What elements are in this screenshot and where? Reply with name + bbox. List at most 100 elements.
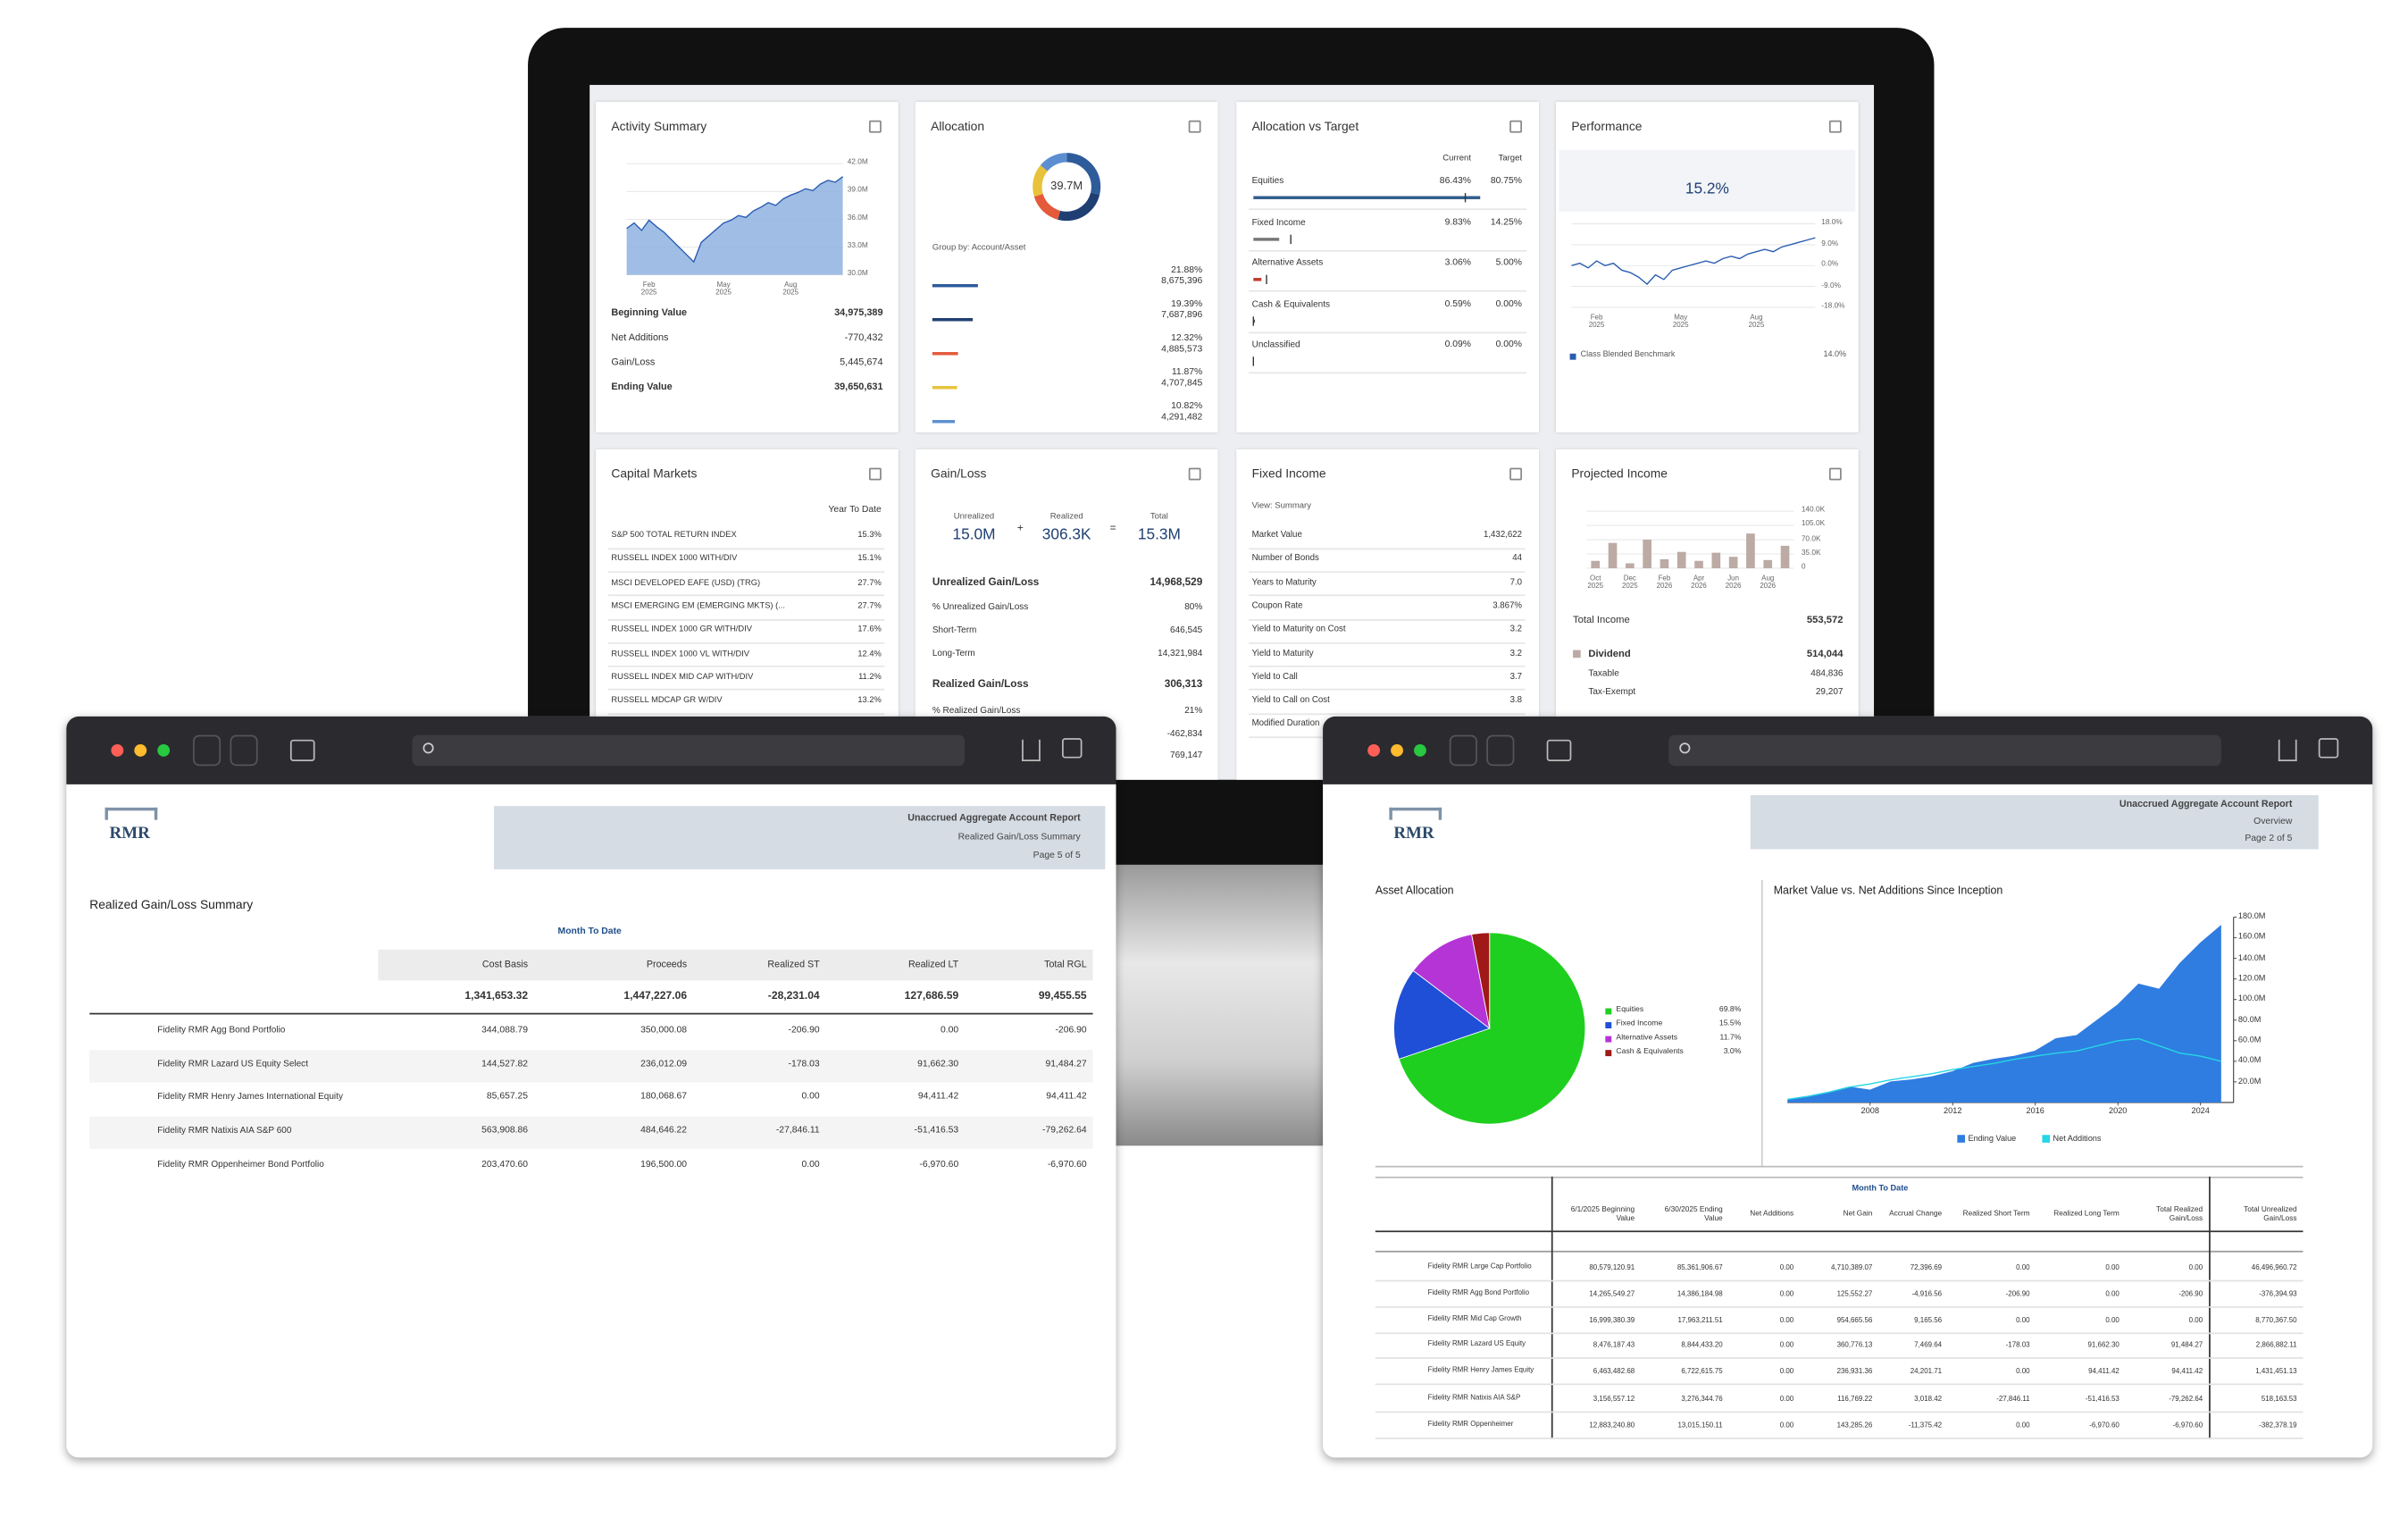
summary-label: Total — [1150, 512, 1168, 522]
row-label: Years to Maturity — [1251, 578, 1317, 588]
legend-value: 3.0% — [1723, 1046, 1742, 1057]
total: -28,231.04 — [767, 991, 820, 1002]
summary-label: Realized — [1049, 512, 1083, 522]
cell: 143,285.26 — [1836, 1421, 1873, 1430]
amount: 4,291,482 — [1161, 413, 1203, 423]
row-label: Short-Term — [932, 626, 977, 636]
percent: 10.82% — [1171, 402, 1203, 412]
window-control — [1414, 743, 1426, 757]
row-value: 44 — [1512, 554, 1523, 564]
row-divider — [1249, 571, 1526, 573]
monitor-stand — [1065, 864, 1375, 1146]
row-label: Fixed Income — [1251, 218, 1306, 229]
cell: -79,262.64 — [2169, 1395, 2203, 1403]
forward-button — [1486, 734, 1515, 767]
row-value: 3.2 — [1509, 625, 1523, 635]
v-rule — [1551, 1176, 1553, 1439]
search-bar — [412, 734, 966, 767]
card-title: Activity Summary — [611, 119, 707, 134]
row-value: 12.4% — [857, 649, 882, 658]
row-divider — [1249, 689, 1526, 691]
column-header: Realized Long Term — [2053, 1211, 2120, 1219]
row-label: Fidelity RMR Henry James International E… — [157, 1093, 343, 1103]
expand-icon — [868, 120, 882, 133]
summary-value: 15.0M — [952, 526, 996, 544]
cell: 85,361,906.67 — [1676, 1263, 1723, 1271]
v-rule — [2209, 1176, 2211, 1439]
column-header: Realized LT — [907, 959, 959, 971]
cell: 0.00 — [2016, 1421, 2030, 1430]
y-tick-label: 140.0M — [2237, 953, 2266, 963]
column-header: Net Gain — [1843, 1211, 1873, 1219]
row-value: 27.7% — [857, 601, 882, 612]
y-tick-label: 18.0% — [1821, 219, 1843, 228]
line — [1787, 925, 2222, 1100]
current-bar — [1253, 278, 1262, 281]
row-value: 553,572 — [1806, 615, 1844, 626]
legend-swatch — [1605, 1008, 1612, 1015]
row-label: Fidelity RMR Oppenheimer — [1427, 1419, 1514, 1428]
sidebar-button — [289, 739, 315, 762]
card-title: Performance — [1571, 119, 1643, 134]
row-label: Unclassified — [1251, 340, 1300, 350]
column-header: Total Realized Gain/Loss — [2156, 1206, 2203, 1223]
y-tick-label: 120.0M — [2237, 974, 2266, 984]
cell: 0.00 — [2016, 1316, 2030, 1324]
row-label: Cash & Equivalents — [1251, 300, 1331, 310]
allocation-bar — [932, 420, 956, 424]
header-line: Unaccrued Aggregate Account Report — [907, 812, 1081, 824]
row-divider — [1249, 331, 1527, 333]
cell: -178.03 — [788, 1060, 820, 1069]
cell: 14,265,549.27 — [1589, 1289, 1635, 1298]
legend-value: 11.7% — [1719, 1033, 1742, 1043]
cell: 563,908.86 — [481, 1126, 529, 1136]
current-bar — [1253, 196, 1481, 199]
row-value: 21% — [1184, 706, 1203, 717]
cell: 91,484.27 — [2170, 1340, 2203, 1349]
search-icon — [422, 742, 434, 754]
cell: 6,463,482.68 — [1593, 1367, 1635, 1375]
row-label: Fidelity RMR Agg Bond Portfolio — [1427, 1287, 1530, 1296]
column-header: Total Unrealized Gain/Loss — [2244, 1206, 2297, 1223]
x-tick-label: Dec 2025 — [1621, 574, 1638, 591]
cell: 16,999,380.39 — [1589, 1316, 1635, 1324]
y-tick-label: 80.0M — [2237, 1015, 2262, 1025]
bar — [1711, 552, 1721, 568]
row-label: Yield to Call — [1251, 672, 1298, 683]
row-divider — [607, 547, 885, 549]
cell: 17,963,211.51 — [1677, 1316, 1723, 1324]
cell: -6,970.60 — [919, 1160, 959, 1170]
total-rule — [89, 1012, 1093, 1015]
row-divider — [607, 666, 885, 667]
row-value: 80% — [1184, 603, 1203, 613]
card-title: Allocation — [931, 119, 985, 134]
row-divider — [1249, 372, 1527, 373]
donut-segment — [1033, 153, 1101, 222]
legend-value: 15.5% — [1718, 1019, 1742, 1029]
row-stripe — [89, 1050, 1093, 1083]
row-label: Fidelity RMR Lazard US Equity Select — [157, 1060, 308, 1070]
cell: 94,411.42 — [2088, 1367, 2120, 1375]
legend-swatch — [1573, 650, 1581, 658]
target: 14.25% — [1490, 218, 1523, 229]
bar — [1728, 557, 1738, 568]
expand-icon — [1828, 467, 1842, 481]
row-value: 514,044 — [1806, 649, 1844, 660]
row-label: Modified Duration — [1251, 719, 1320, 730]
legend-label: Fixed Income — [1616, 1019, 1663, 1029]
legend-value: 14.0% — [1823, 350, 1846, 360]
expand-icon — [868, 467, 882, 481]
row-label: RUSSELL INDEX MID CAP WITH/DIV — [611, 672, 754, 683]
y-tick-label: 0.0% — [1821, 261, 1839, 270]
legend-swatch — [2042, 1135, 2051, 1143]
row-label: Fidelity RMR Mid Cap Growth — [1427, 1314, 1522, 1322]
current: 0.09% — [1444, 340, 1471, 350]
row-divider — [1249, 208, 1527, 210]
search-bar — [1668, 734, 2221, 767]
row-divider — [607, 571, 885, 573]
row-divider — [1249, 618, 1526, 620]
